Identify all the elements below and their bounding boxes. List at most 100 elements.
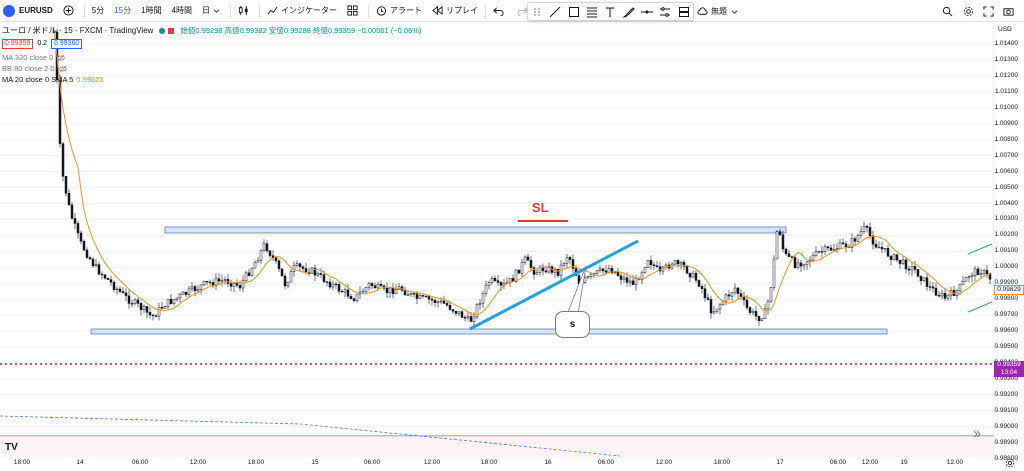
- candle-body: [352, 298, 356, 301]
- price-tick-label: 1.01200: [994, 71, 1019, 79]
- interval-15m[interactable]: 15分: [109, 0, 136, 22]
- rectangle-icon[interactable]: [568, 6, 580, 18]
- channel-upper-line[interactable]: [967, 243, 993, 255]
- indicator-ma20[interactable]: MA 20 close 0 SMA 5 0.99623: [2, 74, 421, 85]
- undo-button[interactable]: [488, 0, 512, 22]
- candle-body: [844, 243, 848, 248]
- price-tick-label: 0.99600: [994, 327, 1019, 335]
- candle-body: [499, 282, 503, 286]
- candle-body: [736, 287, 740, 294]
- alert-button[interactable]: アラート: [371, 0, 427, 22]
- candle-body: [331, 283, 335, 288]
- candle-body: [262, 243, 266, 251]
- candle-body: [478, 302, 482, 305]
- position-icon[interactable]: [678, 6, 690, 18]
- chart-type-button[interactable]: [233, 0, 257, 22]
- interval-5m[interactable]: 5分: [87, 0, 109, 22]
- interval-1h[interactable]: 1時間: [136, 0, 166, 22]
- interval-1h-label: 1時間: [141, 6, 162, 15]
- eye-off-icon[interactable]: [58, 64, 67, 73]
- eye-off-icon[interactable]: [57, 53, 65, 62]
- price-tick-label: 1.00400: [994, 199, 1019, 207]
- price-chart[interactable]: [0, 22, 994, 457]
- s-callout[interactable]: s: [555, 311, 590, 338]
- trend-line-icon[interactable]: [549, 6, 561, 18]
- candle-body: [250, 267, 254, 276]
- compare-button[interactable]: [58, 0, 82, 22]
- indicator-ma320[interactable]: MA 320 close 0: [2, 52, 421, 63]
- tradingview-logo[interactable]: TV: [5, 442, 18, 453]
- candle-body: [421, 295, 425, 297]
- price-tick-label: 1.01300: [994, 55, 1019, 63]
- parallel-channel-icon[interactable]: [659, 6, 671, 18]
- alarm-clock-icon: [376, 6, 387, 16]
- candle-body: [961, 281, 965, 285]
- layout-name: 無題: [711, 6, 727, 16]
- candle-body: [898, 259, 902, 264]
- channel-lower-line[interactable]: [967, 301, 993, 313]
- current-price-tag: 0.99359 13:04: [994, 361, 1024, 377]
- chevron-down-icon: [731, 9, 738, 14]
- candle-body: [178, 294, 182, 299]
- sell-button[interactable]: 0.99359: [2, 38, 34, 49]
- candle-body: [91, 258, 95, 267]
- candle-body: [427, 296, 431, 300]
- layout-menu[interactable]: 無題: [697, 0, 741, 22]
- search-button[interactable]: [942, 0, 956, 22]
- candle-body: [244, 272, 248, 282]
- drawing-toolbar: [527, 2, 694, 21]
- sl-label[interactable]: SL: [532, 200, 549, 215]
- candle-body: [562, 263, 566, 266]
- price-tick-label: 0.98900: [994, 438, 1019, 446]
- drag-handle-icon[interactable]: [531, 6, 543, 18]
- indicators-icon: [267, 6, 278, 15]
- candle-body: [937, 295, 941, 297]
- support-zone[interactable]: [90, 328, 888, 335]
- candle-body: [604, 270, 608, 273]
- symbol-search[interactable]: EURUSD: [0, 0, 58, 22]
- buy-button[interactable]: 0.99360: [51, 38, 83, 49]
- current-price-value: 0.99359: [997, 361, 1021, 368]
- indicators-button[interactable]: インジケーター: [262, 0, 342, 22]
- candle-body: [466, 316, 470, 319]
- candle-body: [871, 235, 875, 245]
- candle-body: [220, 280, 224, 282]
- axis-settings-button[interactable]: [1005, 458, 1015, 471]
- templates-button[interactable]: [342, 0, 366, 22]
- fullscreen-button[interactable]: [983, 0, 997, 22]
- candle-body: [586, 276, 590, 279]
- candle-body: [778, 231, 782, 236]
- candle-body: [238, 284, 242, 289]
- candle-body: [118, 288, 122, 292]
- indicator-bb80[interactable]: BB 80 close 2 0: [2, 63, 421, 74]
- text-icon[interactable]: [604, 6, 616, 18]
- candle-body: [796, 262, 800, 268]
- lower-band-fill: [0, 436, 994, 457]
- candle-body: [127, 295, 131, 304]
- price-tick-label: 1.01400: [994, 40, 1019, 47]
- candle-body: [739, 293, 743, 297]
- candle-body: [556, 268, 560, 276]
- fullscreen-icon: [983, 5, 994, 17]
- candle-body: [64, 176, 68, 194]
- candle-body: [469, 316, 473, 322]
- candle-body: [160, 306, 164, 309]
- candle-body: [916, 269, 920, 277]
- candle-body: [523, 256, 527, 263]
- time-tick-label: 18:00: [13, 459, 31, 466]
- scroll-to-realtime-button[interactable]: [970, 430, 984, 442]
- brush-icon[interactable]: [622, 6, 635, 18]
- resistance-zone[interactable]: [164, 226, 787, 234]
- replay-button[interactable]: リプレイ: [427, 0, 483, 22]
- trend-line[interactable]: [469, 239, 639, 331]
- interval-1d[interactable]: 日: [197, 0, 228, 22]
- interval-4h[interactable]: 4時間: [167, 0, 197, 22]
- candle-body: [190, 286, 194, 290]
- settings-button[interactable]: [963, 0, 977, 22]
- horizontal-line-icon[interactable]: [641, 6, 654, 18]
- time-tick-label: 15: [311, 459, 319, 466]
- snapshot-button[interactable]: [1003, 0, 1017, 22]
- symbol-flag-icon: [3, 4, 15, 17]
- fib-icon[interactable]: [586, 6, 598, 18]
- currency-label[interactable]: USD: [998, 26, 1012, 33]
